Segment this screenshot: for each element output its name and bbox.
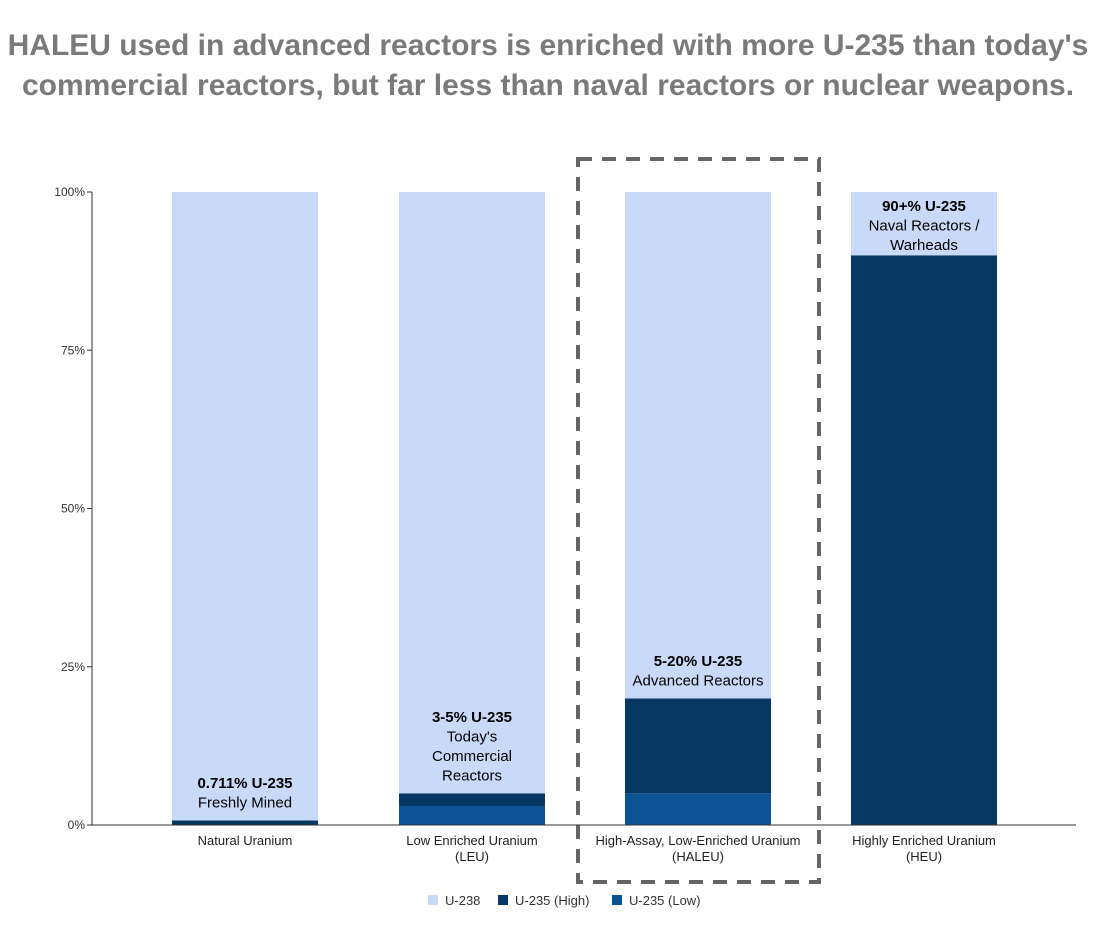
- legend-swatch: [498, 895, 508, 905]
- legend-label: U-235 (High): [515, 893, 589, 908]
- bar-segment-u-238-2: [625, 192, 771, 699]
- annotation-heading: 5-20% U-235: [654, 653, 742, 670]
- highlight-layer: [576, 157, 821, 884]
- x-category-label: Highly Enriched Uranium: [852, 833, 996, 848]
- y-tick-label: 100%: [54, 185, 85, 199]
- annotation-heading: 0.711% U-235: [197, 775, 292, 792]
- annotation-text: Naval Reactors /: [869, 218, 981, 235]
- annotation-heading: 3-5% U-235: [432, 709, 512, 726]
- annotation-text: Reactors: [442, 767, 502, 784]
- x-category-label: (LEU): [455, 849, 489, 864]
- annotation-text: Advanced Reactors: [633, 672, 764, 689]
- legend: U-238 U-235 (High) U-235 (Low): [428, 893, 701, 908]
- legend-label: U-238: [445, 893, 480, 908]
- y-tick-label: 75%: [61, 343, 85, 357]
- bar-segment-u-235-high-1: [399, 793, 545, 807]
- x-category-label: Low Enriched Uranium: [406, 833, 538, 848]
- bar-segment-u-235-high-2: [625, 698, 771, 794]
- annotation-text: Today's: [447, 728, 497, 745]
- haleu-highlight-box: [576, 157, 821, 884]
- chart-title-line-1: HALEU used in advanced reactors is enric…: [7, 29, 1089, 62]
- bar-segment-u-235-high-3: [851, 255, 997, 826]
- y-tick-label: 25%: [61, 660, 85, 674]
- bars-layer: [172, 192, 997, 826]
- annotation-text: Freshly Mined: [198, 794, 292, 811]
- legend-label: U-235 (Low): [629, 893, 701, 908]
- x-category-label: Natural Uranium: [198, 833, 293, 848]
- axis-layer: 0% 25% 50% 75% 100% Natural Uranium Low Enrich…: [54, 185, 1076, 864]
- bar-segment-u-235-low-2: [625, 793, 771, 825]
- bar-segment-u-238-0: [172, 192, 318, 821]
- bar-segment-u-238-3: [851, 192, 997, 256]
- annotation-text: Commercial: [432, 748, 512, 765]
- annotation-text: Warheads: [890, 237, 958, 254]
- annotation-layer: 0.711% U-235 Freshly Mined 3-5% U-235 Today…: [197, 198, 980, 811]
- x-category-label: (HALEU): [672, 849, 724, 864]
- bar-segment-u-235-high-0: [172, 820, 318, 825]
- chart-title: HALEU used in advanced reactors is enric…: [0, 26, 1096, 106]
- y-tick-label: 50%: [61, 502, 85, 516]
- bar-segment-u-238-1: [399, 192, 545, 794]
- y-tick-label: 0%: [68, 818, 86, 832]
- x-category-label: High-Assay, Low-Enriched Uranium: [596, 833, 801, 848]
- x-category-label: (HEU): [906, 849, 942, 864]
- legend-swatch: [612, 895, 622, 905]
- legend-swatch: [428, 895, 438, 905]
- annotation-heading: 90+% U-235: [882, 198, 966, 215]
- chart-title-line-2: commercial reactors, but far less than n…: [21, 69, 1075, 102]
- bar-segment-u-235-low-1: [399, 806, 545, 825]
